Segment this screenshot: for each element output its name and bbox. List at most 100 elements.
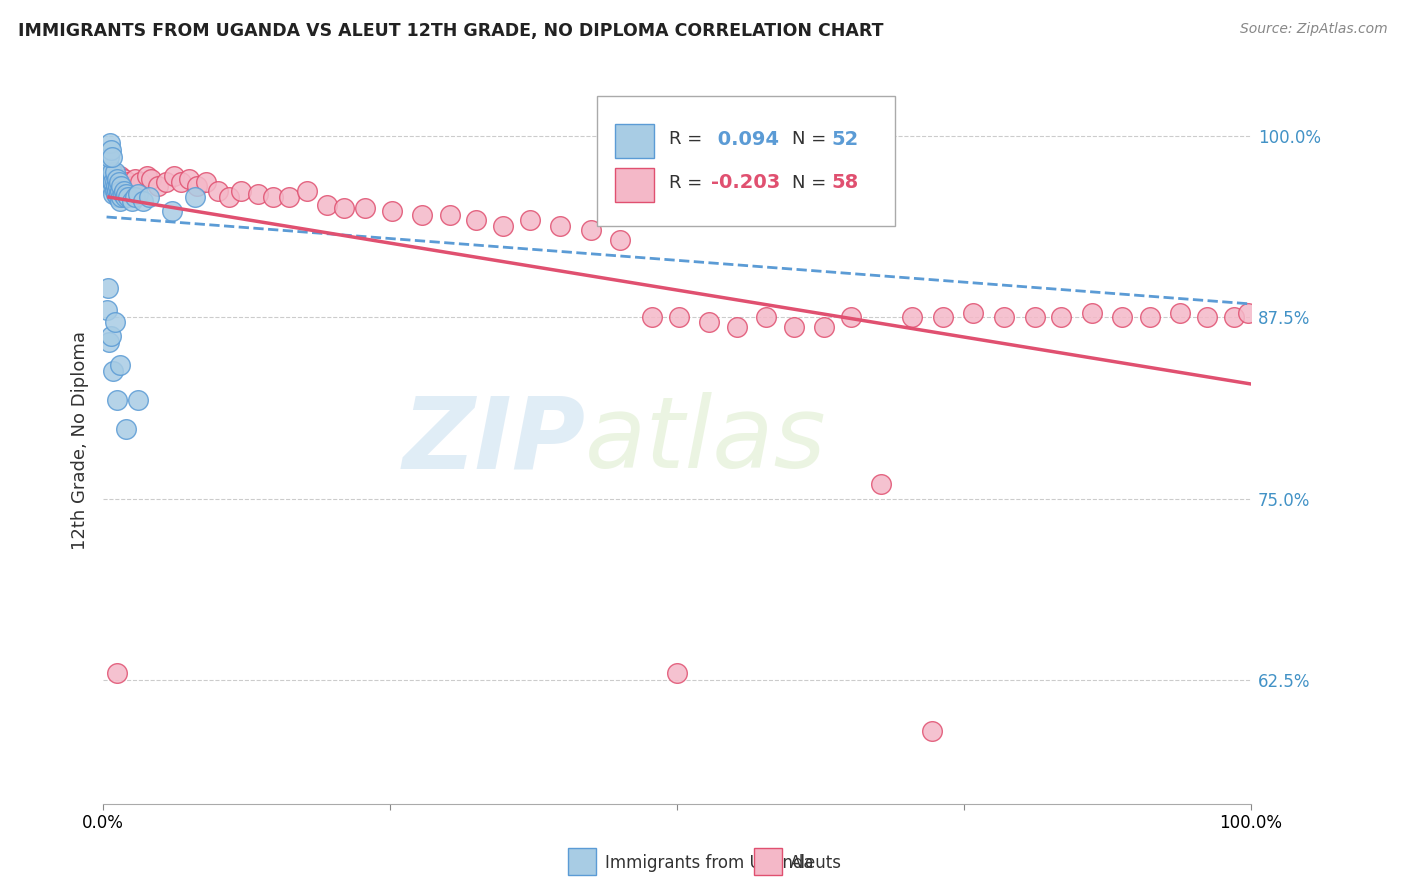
Point bbox=[112, 184, 135, 198]
Point bbox=[97, 169, 120, 184]
Point bbox=[155, 175, 177, 189]
Point bbox=[121, 194, 143, 208]
Text: R =: R = bbox=[669, 174, 707, 192]
Point bbox=[207, 184, 229, 198]
Point bbox=[117, 175, 139, 189]
Point bbox=[333, 201, 356, 215]
Point bbox=[121, 179, 143, 194]
Point bbox=[104, 165, 127, 179]
Point bbox=[100, 172, 122, 186]
Point bbox=[668, 310, 690, 325]
Point bbox=[108, 186, 131, 201]
Point bbox=[186, 179, 208, 194]
Text: N =: N = bbox=[792, 130, 832, 148]
Point bbox=[184, 189, 207, 203]
Point bbox=[1237, 306, 1260, 320]
Point bbox=[97, 150, 120, 164]
Point bbox=[179, 172, 201, 186]
Point bbox=[229, 184, 252, 198]
Point bbox=[110, 184, 132, 198]
Text: R =: R = bbox=[669, 130, 707, 148]
Point bbox=[141, 172, 163, 186]
Point bbox=[579, 223, 602, 237]
Point bbox=[135, 169, 157, 184]
Point bbox=[353, 201, 375, 215]
Point bbox=[98, 136, 121, 150]
FancyBboxPatch shape bbox=[614, 124, 654, 158]
Point bbox=[841, 310, 863, 325]
Point bbox=[1081, 306, 1104, 320]
Point bbox=[962, 306, 984, 320]
Point bbox=[932, 310, 955, 325]
Point bbox=[104, 314, 127, 328]
Text: IMMIGRANTS FROM UGANDA VS ALEUT 12TH GRADE, NO DIPLOMA CORRELATION CHART: IMMIGRANTS FROM UGANDA VS ALEUT 12TH GRA… bbox=[18, 22, 884, 40]
Text: ZIP: ZIP bbox=[402, 392, 585, 489]
Point bbox=[519, 212, 541, 227]
Point bbox=[132, 194, 155, 208]
Point bbox=[110, 169, 132, 184]
FancyBboxPatch shape bbox=[614, 168, 654, 202]
Point bbox=[439, 209, 461, 223]
FancyBboxPatch shape bbox=[596, 95, 896, 227]
Point bbox=[105, 666, 128, 681]
Point bbox=[97, 334, 120, 349]
Point bbox=[104, 175, 127, 189]
Point bbox=[148, 179, 170, 194]
Point bbox=[98, 161, 121, 175]
Point bbox=[1111, 310, 1133, 325]
Point bbox=[115, 422, 138, 436]
Point bbox=[101, 150, 124, 164]
Point bbox=[381, 204, 404, 219]
Point bbox=[97, 165, 120, 179]
Text: 52: 52 bbox=[832, 129, 859, 149]
Point bbox=[108, 175, 131, 189]
Point bbox=[111, 186, 134, 201]
Point bbox=[491, 219, 513, 233]
Point bbox=[103, 175, 125, 189]
Point bbox=[127, 392, 149, 407]
Point bbox=[247, 186, 270, 201]
Point bbox=[218, 189, 240, 203]
Point bbox=[297, 184, 319, 198]
Text: N =: N = bbox=[792, 174, 832, 192]
Point bbox=[901, 310, 924, 325]
Point bbox=[100, 143, 122, 157]
Point bbox=[411, 209, 433, 223]
Text: Source: ZipAtlas.com: Source: ZipAtlas.com bbox=[1240, 22, 1388, 37]
Point bbox=[100, 329, 122, 343]
Text: 0.094: 0.094 bbox=[711, 129, 779, 149]
Point bbox=[101, 175, 124, 189]
Point bbox=[107, 179, 129, 194]
Point bbox=[127, 186, 149, 201]
Point bbox=[1050, 310, 1073, 325]
Point bbox=[104, 179, 127, 194]
Point bbox=[114, 189, 136, 203]
Point bbox=[128, 175, 150, 189]
Point bbox=[105, 392, 128, 407]
Point bbox=[98, 169, 121, 184]
Point bbox=[170, 175, 193, 189]
Point bbox=[107, 189, 129, 203]
Point bbox=[755, 310, 778, 325]
Point bbox=[138, 189, 160, 203]
Point bbox=[1024, 310, 1046, 325]
Point bbox=[105, 184, 128, 198]
Point bbox=[97, 281, 120, 295]
Point bbox=[110, 179, 132, 194]
Point bbox=[96, 302, 118, 317]
Text: 58: 58 bbox=[832, 173, 859, 193]
Point bbox=[993, 310, 1015, 325]
Point bbox=[697, 314, 720, 328]
Text: atlas: atlas bbox=[585, 392, 827, 489]
Point bbox=[97, 175, 120, 189]
Point bbox=[465, 212, 488, 227]
Point bbox=[110, 358, 132, 372]
Point bbox=[195, 175, 218, 189]
Point bbox=[110, 189, 132, 203]
Point bbox=[124, 189, 146, 203]
Point bbox=[262, 189, 284, 203]
Point bbox=[641, 310, 664, 325]
Point bbox=[104, 186, 127, 201]
Point bbox=[163, 169, 186, 184]
Point bbox=[1222, 310, 1244, 325]
